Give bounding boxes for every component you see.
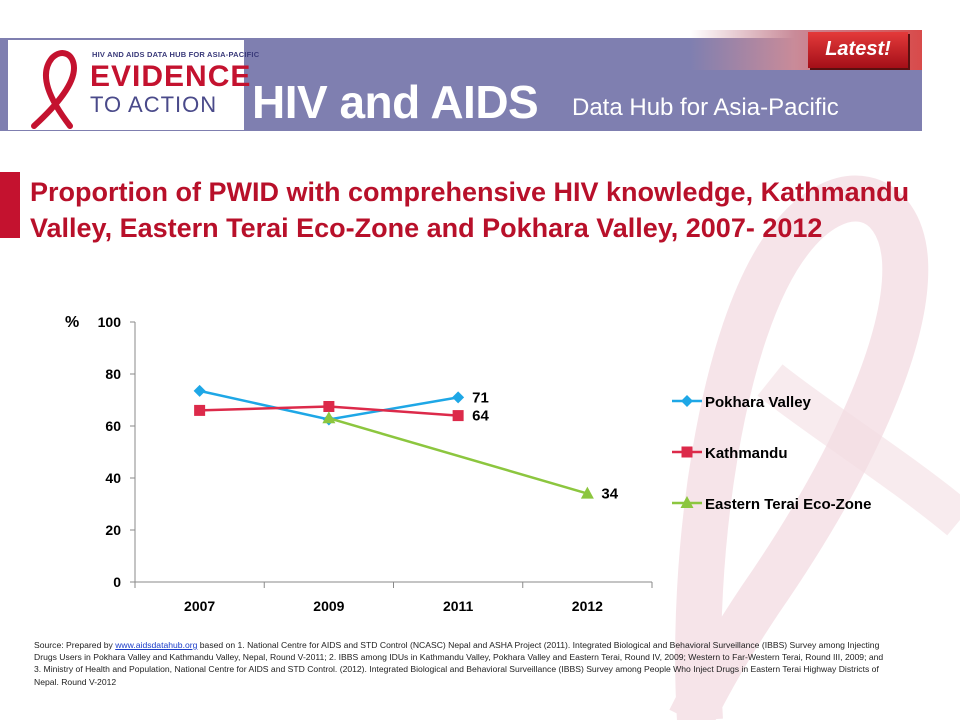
title-accent-bar xyxy=(0,172,20,238)
legend-marker-pokhara-valley xyxy=(681,395,693,407)
y-tick-label: 20 xyxy=(105,522,121,538)
data-label-eastern-terai-eco-zone: 34 xyxy=(601,486,618,503)
app-title: HIV and AIDS xyxy=(252,76,539,128)
logo-to-action: TO ACTION xyxy=(90,92,218,117)
x-tick-label: 2011 xyxy=(443,598,474,614)
x-tick-label: 2012 xyxy=(572,598,603,614)
legend-label-pokhara-valley: Pokhara Valley xyxy=(705,394,812,411)
latest-badge[interactable]: Latest! xyxy=(808,32,908,68)
logo-evidence: EVIDENCE xyxy=(90,60,252,93)
y-axis-label: % xyxy=(65,314,79,331)
ribbon-logo-icon xyxy=(31,50,78,129)
legend-label-kathmandu: Kathmandu xyxy=(705,445,788,462)
data-point-kathmandu xyxy=(194,404,206,416)
x-tick-label: 2009 xyxy=(313,598,344,614)
data-point-eastern-terai-eco-zone xyxy=(322,411,336,424)
series-line-eastern-terai-eco-zone xyxy=(328,417,588,495)
data-point-eastern-terai-eco-zone xyxy=(580,486,594,499)
data-point-pokhara-valley xyxy=(452,391,465,404)
slide-title: Proportion of PWID with comprehensive HI… xyxy=(30,177,910,243)
x-tick-label: 2007 xyxy=(184,598,215,614)
y-tick-label: 40 xyxy=(105,470,121,486)
legend-marker-eastern-terai-eco-zone xyxy=(680,496,694,508)
source-text: based on 1. National Centre for AIDS and… xyxy=(34,640,884,687)
y-tick-label: 60 xyxy=(105,418,121,434)
y-tick-label: 0 xyxy=(113,574,121,590)
logo-tagline: HIV AND AIDS DATA HUB FOR ASIA-PACIFIC xyxy=(92,50,260,59)
y-tick-label: 100 xyxy=(98,314,122,330)
legend-label-eastern-terai-eco-zone: Eastern Terai Eco-Zone xyxy=(705,496,871,513)
source-link[interactable]: www.aidsdatahub.org xyxy=(115,640,198,650)
source-prefix: Source: Prepared by xyxy=(34,640,116,650)
data-point-pokhara-valley xyxy=(193,384,206,397)
app-subtitle: Data Hub for Asia-Pacific xyxy=(572,94,839,121)
source-note: Source: Prepared by www.aidsdatahub.org … xyxy=(34,639,884,688)
data-label-kathmandu: 64 xyxy=(472,408,489,425)
data-point-kathmandu xyxy=(323,401,335,412)
legend-marker-kathmandu xyxy=(681,446,693,458)
data-point-kathmandu xyxy=(452,410,464,422)
logo[interactable] xyxy=(8,40,244,130)
y-tick-label: 80 xyxy=(105,366,121,382)
data-label-pokhara-valley: 71 xyxy=(472,389,489,406)
